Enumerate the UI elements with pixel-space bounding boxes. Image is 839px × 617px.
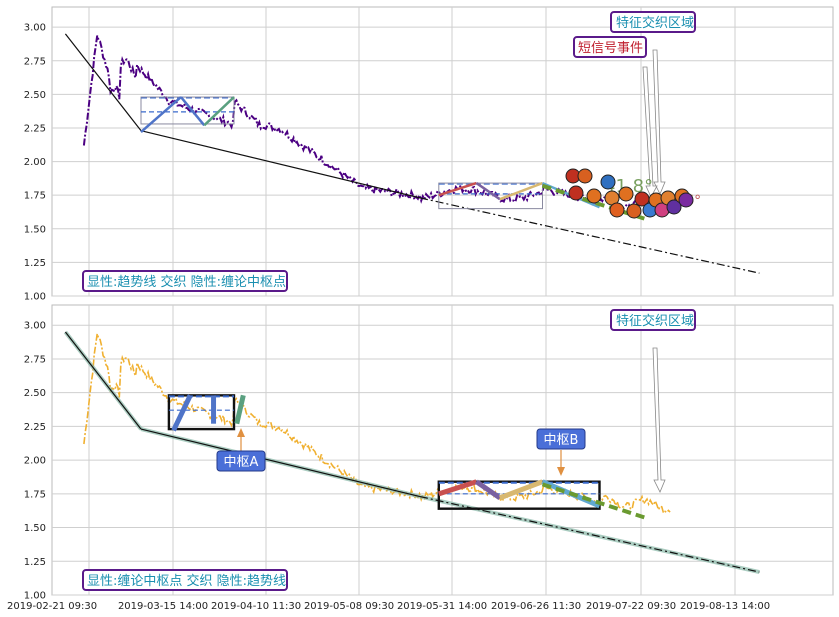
zigzag-stroke bbox=[180, 96, 206, 127]
trend-line bbox=[419, 197, 760, 274]
y-tick-label: 2.75 bbox=[24, 354, 46, 365]
zigzag-stroke bbox=[499, 181, 543, 201]
y-tick-label: 1.50 bbox=[24, 224, 46, 235]
top-panel: 1.00 1.25 1.50 1.75 2.00 2.25 2.50 2.75 3.00 显性:趋… bbox=[24, 6, 834, 303]
y-tick-label: 2.25 bbox=[24, 123, 46, 134]
badge-text: 中枢A bbox=[224, 455, 259, 470]
zhongshu-b-callout: 中枢B bbox=[536, 428, 586, 476]
feature-region-annotation: 特征交织区域 bbox=[610, 11, 696, 33]
x-tick-label: 2019-02-21 09:30 bbox=[7, 601, 97, 612]
legend-frame bbox=[82, 270, 288, 292]
y-tick-label: 1.75 bbox=[24, 191, 46, 202]
zhongshu-box bbox=[140, 96, 235, 125]
x-axis: 2019-02-21 09:30 2019-03-15 14:00 2019-04-… bbox=[7, 601, 770, 612]
zhongshu-box bbox=[437, 480, 601, 510]
y-tick-label: 1.00 bbox=[24, 591, 46, 602]
y-tick-label: 1.25 bbox=[24, 557, 46, 568]
signal-event-marker bbox=[626, 203, 642, 219]
zigzag-stroke bbox=[499, 479, 544, 501]
y-tick-label: 2.75 bbox=[24, 56, 46, 67]
zigzag-stroke bbox=[234, 394, 246, 425]
badge-text: 中枢B bbox=[544, 433, 579, 448]
zigzag-stroke bbox=[474, 479, 502, 500]
zigzag-stroke bbox=[203, 96, 235, 127]
y-tick-label: 1.00 bbox=[24, 292, 46, 303]
y-tick-label: 2.50 bbox=[24, 90, 46, 101]
zigzag-stroke bbox=[171, 394, 193, 432]
signal-event-marker bbox=[577, 168, 593, 184]
arrow-icon bbox=[652, 49, 666, 195]
x-tick-label: 2019-05-08 09:30 bbox=[304, 601, 394, 612]
arrowhead-icon bbox=[237, 428, 245, 437]
arrowhead-icon bbox=[557, 467, 565, 476]
y-tick-label: 1.75 bbox=[24, 489, 46, 500]
trend-line bbox=[140, 130, 421, 199]
y-tick-label: 2.00 bbox=[24, 157, 46, 168]
annotation-frame bbox=[610, 309, 696, 331]
y-tick-label: 3.00 bbox=[24, 23, 46, 34]
legend-frame bbox=[82, 569, 288, 591]
trend-line bbox=[140, 428, 421, 498]
arrow-icon bbox=[642, 66, 658, 198]
trend-line bbox=[419, 495, 760, 573]
signal-event-marker bbox=[586, 188, 602, 204]
bottom-panel: 1.00 1.25 1.50 1.75 2.00 2.25 2.50 2.75 3.00 显性:缠… bbox=[24, 304, 834, 602]
signal-event-marker bbox=[568, 185, 584, 201]
y-tick-label: 2.25 bbox=[24, 422, 46, 433]
annotation-text: 特征交织区域 bbox=[616, 15, 694, 31]
x-tick-label: 2019-08-13 14:00 bbox=[680, 601, 770, 612]
signal-event-marker bbox=[600, 174, 616, 190]
annotation-frame bbox=[610, 11, 696, 33]
signal-event-marker bbox=[666, 199, 682, 215]
x-tick-label: 2019-04-10 11:30 bbox=[211, 601, 301, 612]
badge-frame bbox=[536, 428, 586, 450]
signal-dash-line bbox=[541, 482, 648, 521]
legend-box: 显性:趋势线 交织 隐性:缠论中枢点 bbox=[82, 270, 288, 292]
zhongshu-box bbox=[438, 182, 543, 210]
y-tick-label: 1.25 bbox=[24, 258, 46, 269]
y-tick-label: 1.50 bbox=[24, 523, 46, 534]
trend-line bbox=[64, 331, 142, 430]
y-tick-label: 3.00 bbox=[24, 321, 46, 332]
x-tick-label: 2019-05-31 14:00 bbox=[397, 601, 487, 612]
zhongshu-a-callout: 中枢A bbox=[216, 428, 266, 472]
zigzag-stroke bbox=[140, 96, 182, 133]
annotation-text: 特征交织区域 bbox=[616, 313, 694, 329]
arrow-icon bbox=[652, 347, 666, 493]
short-signal-annotation: 短信号事件 bbox=[573, 36, 647, 58]
annotation-frame bbox=[573, 36, 647, 58]
y-tick-label: 2.00 bbox=[24, 456, 46, 467]
y-tick-label: 2.50 bbox=[24, 388, 46, 399]
zigzag-stroke bbox=[438, 479, 478, 497]
feature-region-annotation: 特征交织区域 bbox=[610, 309, 696, 331]
signal-event-marker bbox=[618, 186, 634, 202]
legend-text: 显性:趋势线 交织 隐性:缠论中枢点 bbox=[87, 274, 286, 290]
plot-frame bbox=[51, 304, 834, 596]
badge-frame bbox=[216, 450, 266, 472]
signal-event-marker bbox=[678, 192, 694, 208]
zigzag-stroke bbox=[438, 181, 477, 197]
x-tick-label: 2019-07-22 09:30 bbox=[586, 601, 676, 612]
legend-text: 显性:缠论中枢点 交织 隐性:趋势线 bbox=[87, 573, 286, 589]
zigzag-stroke bbox=[475, 182, 501, 201]
signal-event-marker bbox=[609, 202, 625, 218]
annotation-text: 短信号事件 bbox=[578, 41, 643, 56]
trend-line bbox=[64, 33, 142, 132]
x-tick-label: 2019-03-15 14:00 bbox=[118, 601, 208, 612]
plot-frame bbox=[51, 6, 834, 297]
x-tick-label: 2019-06-26 11:30 bbox=[491, 601, 581, 612]
legend-box: 显性:缠论中枢点 交织 隐性:趋势线 bbox=[82, 569, 288, 591]
